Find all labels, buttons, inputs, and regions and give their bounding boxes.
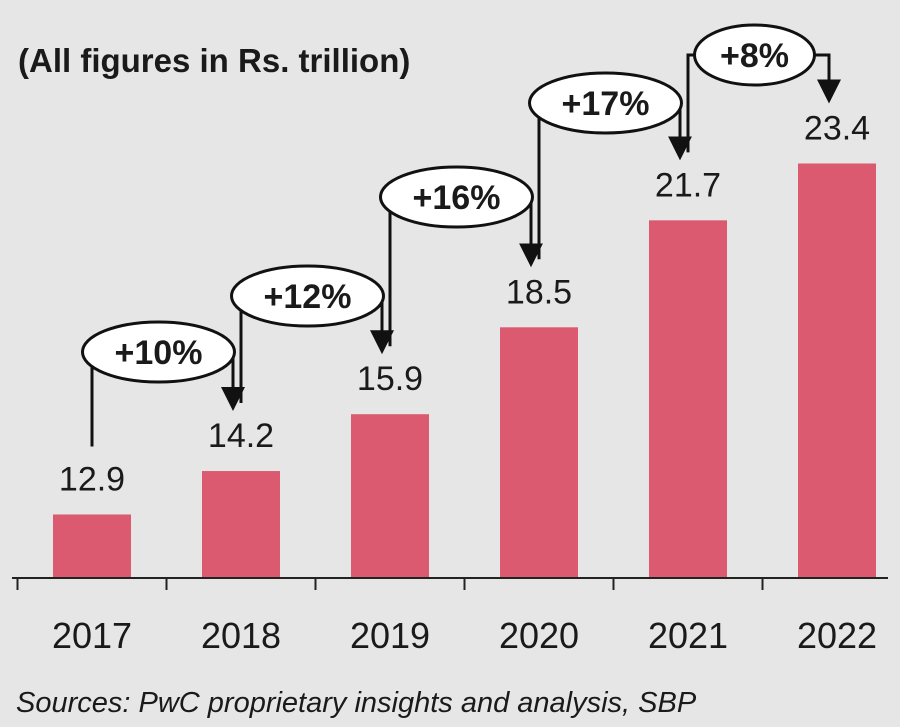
value-label-2018: 14.2 <box>208 417 274 455</box>
bar-2022 <box>798 163 876 578</box>
x-tick-label-2020: 2020 <box>499 615 579 656</box>
growth-label-2019-2020: +16% <box>413 179 501 217</box>
chart-subtitle: (All figures in Rs. trillion) <box>18 42 410 79</box>
value-label-2020: 18.5 <box>506 273 572 311</box>
growth-label-2021-2022: +8% <box>720 37 789 75</box>
growth-label-2017-2018: +10% <box>115 334 203 372</box>
growth-bubble-2018-2019 <box>230 264 385 328</box>
value-label-2019: 15.9 <box>357 360 423 398</box>
bar-2020 <box>500 327 578 578</box>
growth-label-2020-2021: +17% <box>562 85 650 123</box>
x-tick-label-2018: 2018 <box>201 615 281 656</box>
bar-2018 <box>202 471 280 578</box>
growth-bubble-2017-2018 <box>81 320 236 384</box>
value-label-2022: 23.4 <box>804 109 870 147</box>
growth-bubble-2021-2022 <box>693 23 816 87</box>
x-tick-label-2021: 2021 <box>648 615 728 656</box>
bar-2021 <box>649 220 727 579</box>
value-label-2021: 21.7 <box>655 166 721 204</box>
x-tick-label-2022: 2022 <box>797 615 877 656</box>
x-tick-label-2019: 2019 <box>350 615 430 656</box>
value-label-2017: 12.9 <box>59 460 125 498</box>
growth-label-2018-2019: +12% <box>264 278 352 316</box>
growth-bubble-2019-2020 <box>379 165 534 229</box>
growth-bubble-2020-2021 <box>528 71 683 135</box>
x-tick-label-2017: 2017 <box>52 615 132 656</box>
bar-2019 <box>351 414 429 578</box>
source-note: Sources: PwC proprietary insights and an… <box>16 687 697 719</box>
bar-2017 <box>53 514 131 578</box>
